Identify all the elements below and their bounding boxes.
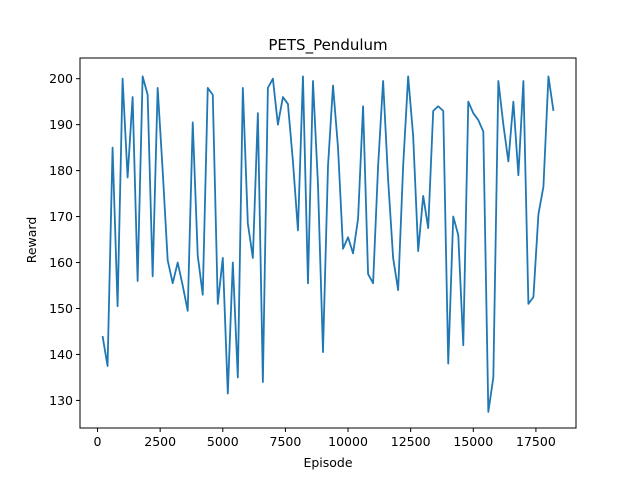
plot-frame <box>79 57 577 429</box>
series-line-0 <box>101 75 555 413</box>
y-axis: 130 140 150 160 170 180 190 200 <box>49 71 80 408</box>
plot-area <box>101 75 555 413</box>
x-tick-label: 7500 <box>270 434 302 449</box>
y-tick-label: 180 <box>49 163 73 178</box>
y-tick-label: 190 <box>49 117 73 132</box>
y-tick-label: 200 <box>49 71 73 86</box>
x-tick-label: 5000 <box>207 434 239 449</box>
x-tick-label: 17500 <box>516 434 556 449</box>
y-tick-label: 170 <box>49 209 73 224</box>
y-tick-label: 130 <box>49 393 73 408</box>
x-tick-label: 0 <box>94 434 102 449</box>
y-tick-label: 140 <box>49 347 73 362</box>
x-axis-label: Episode <box>303 455 352 470</box>
y-axis-label: Reward <box>24 217 39 264</box>
chart-title: PETS_Pendulum <box>268 36 387 55</box>
x-axis: 0 2500 5000 7500 10000 12500 15000 17500 <box>94 428 556 449</box>
y-tick-label: 160 <box>49 255 73 270</box>
x-tick-label: 2500 <box>144 434 176 449</box>
x-tick-label: 15000 <box>453 434 493 449</box>
x-tick-label: 12500 <box>391 434 431 449</box>
y-tick-label: 150 <box>49 301 73 316</box>
x-tick-label: 10000 <box>328 434 368 449</box>
